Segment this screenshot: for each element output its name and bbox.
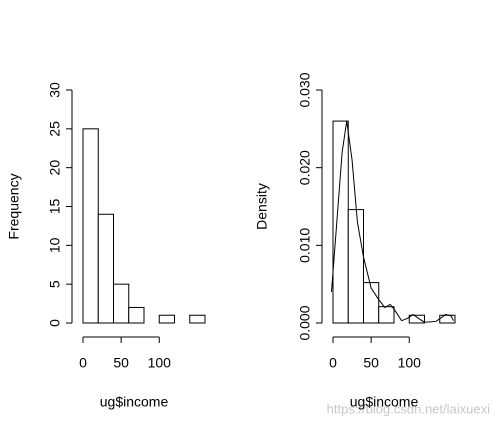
y-tick-label: 0 xyxy=(47,319,63,327)
x-tick-label: 0 xyxy=(329,355,337,371)
y-tick-label: 0.010 xyxy=(297,228,313,263)
density-line xyxy=(330,120,454,323)
y-tick-label: 20 xyxy=(47,160,63,176)
y-tick-label: 15 xyxy=(47,199,63,215)
y-tick-label: 0.020 xyxy=(297,150,313,185)
x-tick-label: 50 xyxy=(363,355,379,371)
y-axis-label: Density xyxy=(254,183,270,230)
bar xyxy=(332,120,349,324)
y-tick-label: 10 xyxy=(47,237,63,253)
y-tick-label: 5 xyxy=(47,280,63,288)
bar xyxy=(378,306,395,324)
bar xyxy=(97,213,114,324)
y-tick-label: 25 xyxy=(47,121,63,137)
x-tick-label: 50 xyxy=(113,355,129,371)
bar xyxy=(347,209,364,324)
watermark: https://blog.csdn.net/laixuexi xyxy=(327,401,490,416)
y-tick-label: 30 xyxy=(47,82,63,98)
bar xyxy=(128,306,145,324)
bar xyxy=(189,314,206,324)
bar xyxy=(363,282,380,324)
y-tick-label: 0.030 xyxy=(297,72,313,107)
x-tick-label: 100 xyxy=(148,355,172,371)
bar xyxy=(113,283,130,324)
x-axis-label: ug$income xyxy=(350,394,419,410)
bar xyxy=(158,314,175,324)
bar xyxy=(82,128,99,324)
x-tick-label: 100 xyxy=(398,355,422,371)
x-axis-label: ug$income xyxy=(100,394,169,410)
x-tick-label: 0 xyxy=(79,355,87,371)
y-axis-label: Frequency xyxy=(6,173,22,239)
y-tick-label: 0.000 xyxy=(297,305,313,340)
bar xyxy=(408,314,425,324)
